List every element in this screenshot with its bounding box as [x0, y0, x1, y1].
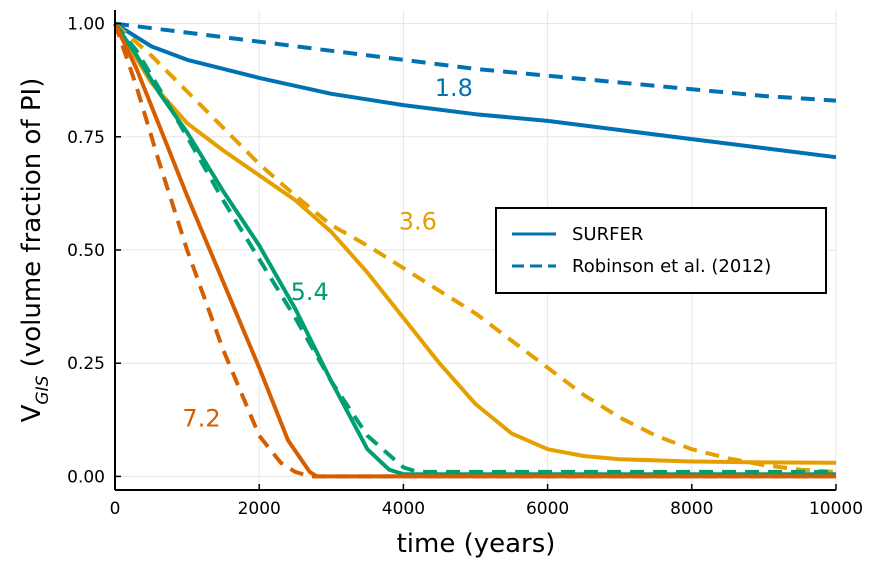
y-tick-label-4: 1.00: [67, 15, 105, 35]
series-3-6-dashed: [113, 22, 837, 474]
y-tick-label-0: 0.00: [67, 467, 105, 487]
y-axis-label: VGIS (volume fraction of PI): [17, 78, 53, 423]
x-tick-label-2: 4000: [382, 499, 425, 519]
y-axis-label-rest: (volume fraction of PI): [17, 78, 47, 376]
x-ticks: 0 2000 4000 6000 8000 10000: [110, 484, 863, 519]
curve-label-7-2: 7.2: [182, 405, 220, 433]
x-tick-label-3: 6000: [526, 499, 569, 519]
series-5-4-dashed: [113, 22, 836, 474]
legend-box: [495, 207, 827, 294]
y-axis-label-sub: GIS: [33, 375, 53, 404]
series-7-2-dashed: [113, 22, 836, 479]
y-tick-label-3: 0.75: [67, 128, 105, 148]
x-tick-label-5: 10000: [809, 499, 863, 519]
curve-label-3-6: 3.6: [399, 208, 437, 236]
x-tick-label-0: 0: [110, 499, 121, 519]
legend: SURFER Robinson et al. (2012): [495, 207, 827, 294]
series-1-8-solid: [113, 21, 837, 160]
y-ticks: 0.00 0.25 0.50 0.75 1.00: [67, 15, 121, 487]
legend-entry-surfer: SURFER: [572, 224, 643, 245]
series-layer: [113, 21, 837, 479]
y-tick-label-2: 0.50: [67, 241, 105, 261]
x-axis-label: time (years): [397, 529, 556, 559]
legend-entry-robinson: Robinson et al. (2012): [572, 256, 771, 277]
x-tick-label-4: 8000: [670, 499, 713, 519]
curve-annotations: 1.8 3.6 5.4 7.2: [182, 74, 473, 433]
curve-label-5-4: 5.4: [291, 278, 329, 306]
curve-label-1-8: 1.8: [435, 74, 473, 102]
y-axis-label-main: V: [17, 404, 47, 422]
x-tick-label-1: 2000: [238, 499, 281, 519]
y-tick-label-1: 0.25: [67, 354, 105, 374]
series-1-8-dashed: [114, 21, 837, 103]
series-3-6-solid: [113, 22, 837, 465]
